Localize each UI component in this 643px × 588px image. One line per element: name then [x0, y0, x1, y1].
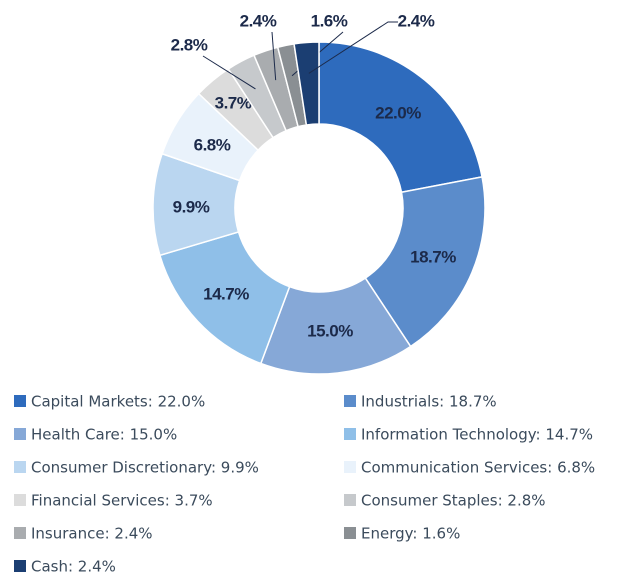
leader-line [308, 21, 398, 74]
legend-label: Energy: 1.6% [361, 525, 460, 543]
legend-label: Financial Services: 3.7% [31, 492, 213, 510]
data-label: 9.9% [173, 197, 210, 216]
slice [364, 176, 486, 348]
data-label: 3.7% [215, 93, 252, 112]
legend-swatch [14, 560, 26, 572]
legend-swatch [344, 461, 356, 473]
legend-label: Consumer Discretionary: 9.9% [31, 459, 259, 477]
data-label: 2.8% [171, 35, 208, 54]
legend-label: Consumer Staples: 2.8% [361, 492, 546, 510]
legend-label: Communication Services: 6.8% [361, 459, 595, 477]
data-label: 1.6% [311, 11, 348, 30]
legend-swatch [14, 395, 26, 407]
data-label: 18.7% [410, 247, 456, 266]
legend-swatch [14, 428, 26, 440]
leader-line [202, 55, 256, 90]
data-label: 14.7% [203, 284, 249, 303]
legend-label: Cash: 2.4% [31, 558, 116, 576]
data-label: 22.0% [375, 103, 421, 122]
legend-swatch [14, 461, 26, 473]
data-label: 2.4% [398, 11, 435, 30]
legend-swatch [344, 494, 356, 506]
data-label: 6.8% [194, 135, 231, 154]
legend-label: Health Care: 15.0% [31, 426, 177, 444]
legend-label: Information Technology: 14.7% [361, 426, 593, 444]
legend-label: Capital Markets: 22.0% [31, 393, 205, 411]
legend-swatch [344, 395, 356, 407]
legend-label: Insurance: 2.4% [31, 525, 153, 543]
legend-swatch [344, 428, 356, 440]
legend-swatch [14, 494, 26, 506]
legend-swatch [344, 527, 356, 539]
slice [318, 41, 483, 194]
data-label: 2.4% [240, 11, 277, 30]
legend-swatch [14, 527, 26, 539]
data-label: 15.0% [307, 321, 353, 340]
legend-label: Industrials: 18.7% [361, 393, 497, 411]
slice [293, 41, 320, 126]
leader-line [271, 31, 277, 81]
